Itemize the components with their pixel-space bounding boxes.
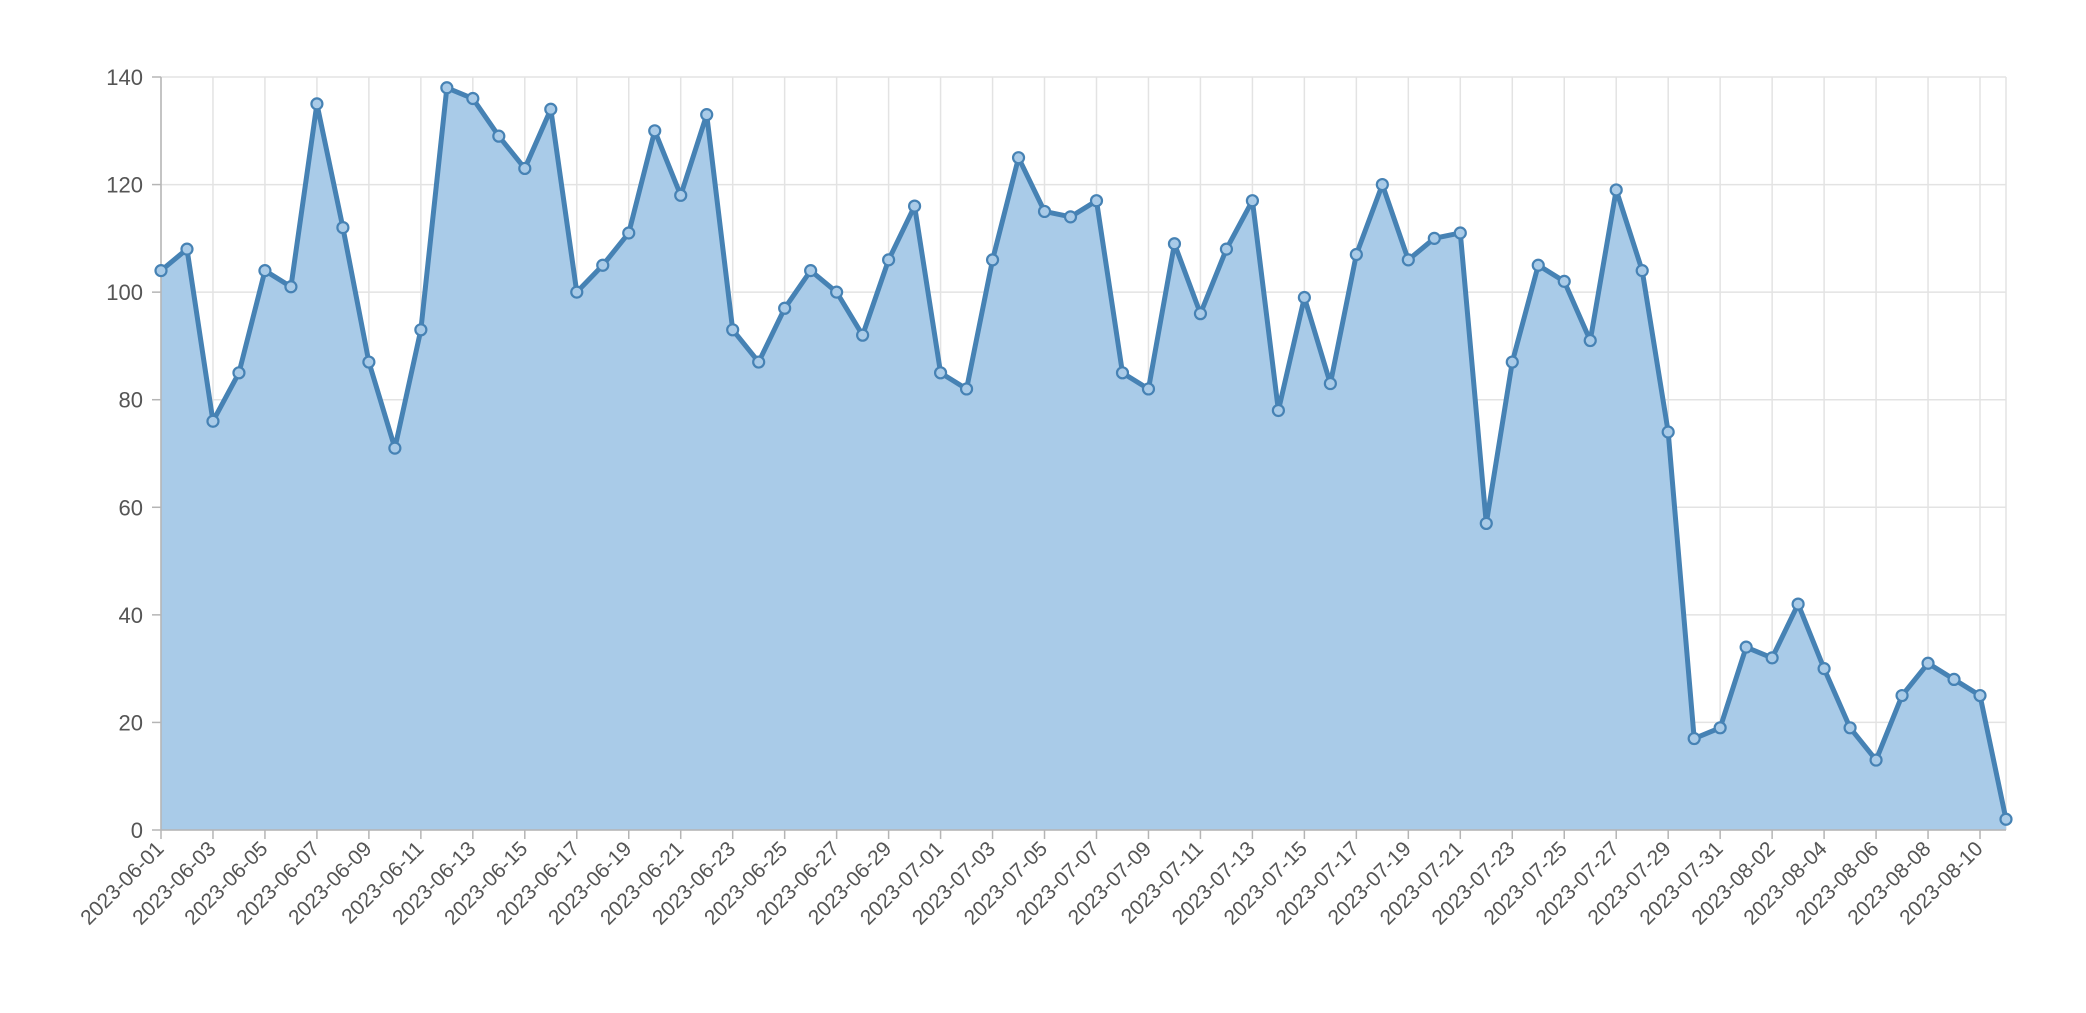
data-point[interactable]: [492, 129, 506, 143]
data-point[interactable]: [258, 264, 272, 278]
data-point[interactable]: [1089, 194, 1104, 208]
data-point[interactable]: [1167, 237, 1182, 251]
data-point[interactable]: [1115, 366, 1130, 380]
data-point[interactable]: [154, 264, 168, 278]
data-point[interactable]: [1843, 721, 1857, 735]
data-points: [154, 81, 2013, 826]
data-point[interactable]: [570, 285, 584, 299]
x-axis-ticks: 2023-06-012023-06-032023-06-052023-06-07…: [76, 830, 1988, 929]
data-point[interactable]: [882, 253, 896, 267]
data-point[interactable]: [206, 414, 220, 428]
data-point[interactable]: [1011, 151, 1026, 165]
data-point[interactable]: [622, 226, 636, 240]
data-point[interactable]: [180, 242, 194, 256]
data-point[interactable]: [1765, 651, 1779, 665]
y-tick-label: 120: [106, 173, 143, 198]
data-point[interactable]: [1349, 247, 1363, 262]
data-point[interactable]: [1245, 194, 1260, 208]
area-series: [158, 85, 2009, 830]
data-point[interactable]: [1687, 731, 1701, 746]
data-point[interactable]: [388, 441, 402, 455]
axes: [160, 77, 2006, 831]
y-tick-label: 60: [119, 495, 143, 520]
data-point[interactable]: [1141, 382, 1156, 396]
data-point[interactable]: [1609, 183, 1623, 197]
data-point[interactable]: [1453, 226, 1467, 240]
data-point[interactable]: [1401, 253, 1415, 267]
y-tick-label: 100: [106, 280, 143, 305]
data-point[interactable]: [648, 124, 662, 138]
data-point[interactable]: [830, 285, 844, 299]
data-point[interactable]: [985, 253, 1000, 267]
data-point[interactable]: [1817, 662, 1831, 676]
data-point[interactable]: [1271, 403, 1285, 418]
data-point[interactable]: [1999, 812, 2013, 826]
y-tick-label: 20: [119, 710, 143, 735]
data-point[interactable]: [674, 188, 688, 202]
data-point[interactable]: [336, 221, 350, 235]
data-point[interactable]: [310, 97, 324, 111]
data-point[interactable]: [1375, 177, 1389, 192]
data-point[interactable]: [544, 102, 558, 116]
data-point[interactable]: [1583, 333, 1597, 348]
data-point[interactable]: [1869, 753, 1883, 767]
data-point[interactable]: [1193, 307, 1208, 321]
data-point[interactable]: [959, 382, 974, 396]
data-point[interactable]: [1713, 721, 1727, 735]
data-point[interactable]: [1791, 597, 1805, 611]
data-point[interactable]: [1661, 425, 1675, 439]
data-point[interactable]: [1947, 672, 1961, 687]
data-point[interactable]: [804, 264, 818, 278]
data-point[interactable]: [1427, 231, 1441, 245]
data-point[interactable]: [1973, 688, 1987, 703]
data-point[interactable]: [414, 323, 428, 337]
data-point[interactable]: [466, 91, 480, 106]
y-tick-label: 0: [131, 818, 143, 843]
data-point[interactable]: [440, 81, 454, 95]
data-point[interactable]: [1479, 516, 1493, 531]
data-point[interactable]: [1895, 688, 1909, 703]
data-point[interactable]: [1219, 242, 1234, 256]
data-point[interactable]: [726, 323, 740, 337]
data-point[interactable]: [700, 108, 714, 122]
data-point[interactable]: [1635, 264, 1649, 278]
y-tick-label: 80: [119, 388, 143, 413]
y-tick-label: 140: [106, 65, 143, 90]
data-point[interactable]: [752, 355, 766, 369]
data-point[interactable]: [1505, 355, 1519, 369]
data-point[interactable]: [518, 161, 532, 176]
data-point[interactable]: [1739, 640, 1753, 654]
data-point[interactable]: [232, 366, 246, 380]
data-point[interactable]: [1297, 290, 1311, 305]
area-fill: [161, 87, 2006, 830]
data-point[interactable]: [778, 301, 792, 315]
y-tick-label: 40: [119, 603, 143, 628]
data-point[interactable]: [1063, 210, 1078, 224]
data-point[interactable]: [284, 280, 298, 294]
data-point[interactable]: [596, 258, 610, 272]
data-point[interactable]: [1037, 204, 1052, 219]
data-point[interactable]: [907, 199, 922, 213]
data-point[interactable]: [1531, 258, 1545, 272]
data-point[interactable]: [1921, 656, 1935, 670]
data-point[interactable]: [856, 328, 870, 342]
data-point[interactable]: [933, 366, 948, 380]
data-point[interactable]: [1557, 274, 1571, 288]
y-axis-ticks: 0 20 40 60 80 100 120 140: [106, 65, 161, 843]
data-point[interactable]: [362, 355, 376, 369]
data-point[interactable]: [1323, 376, 1337, 391]
